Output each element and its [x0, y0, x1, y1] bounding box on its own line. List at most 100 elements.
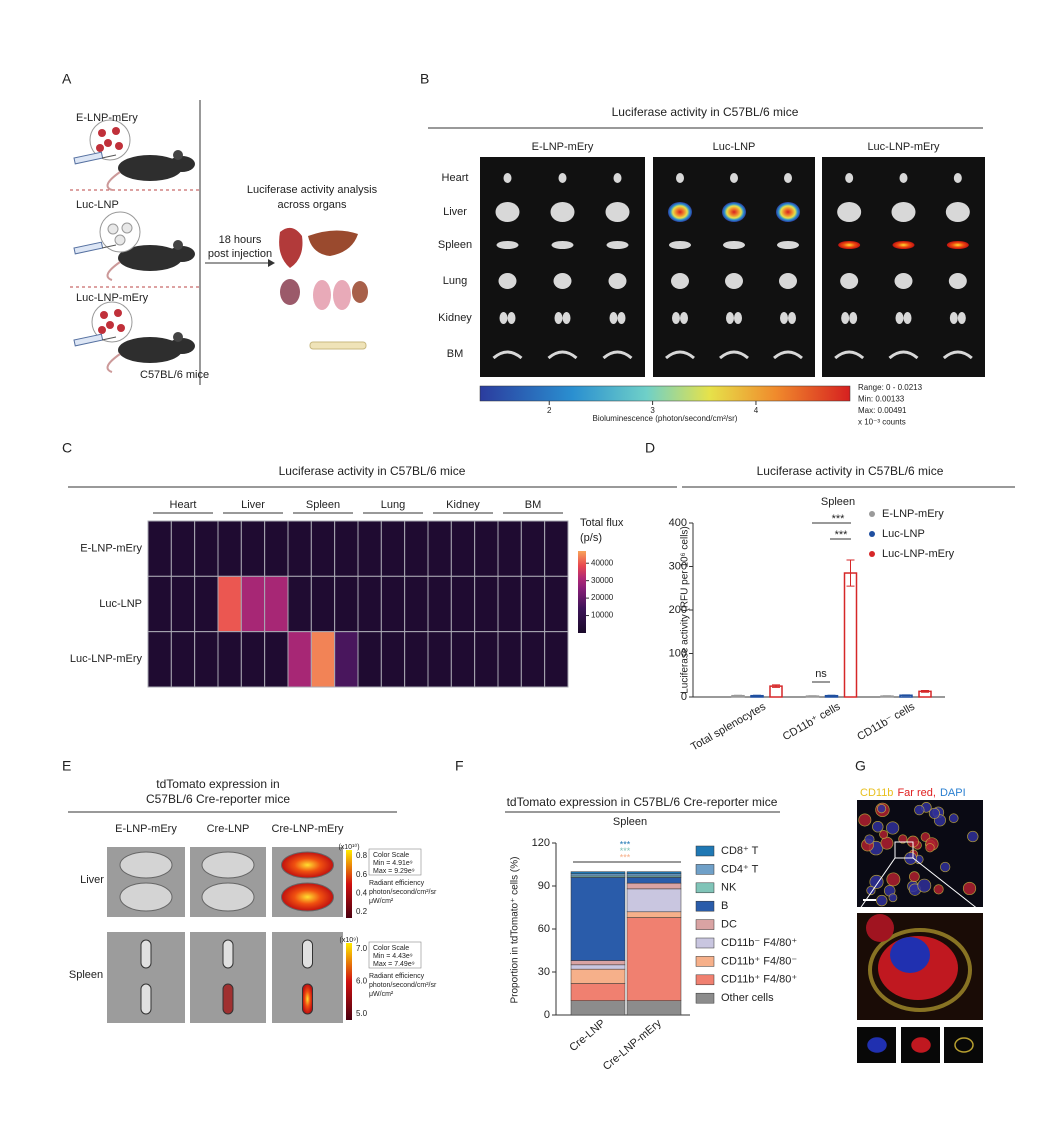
cell — [869, 874, 884, 889]
cell — [879, 830, 889, 839]
legend-swatch — [695, 864, 715, 875]
organ-label: Heart — [442, 172, 469, 184]
organ — [605, 202, 630, 222]
cell — [908, 871, 920, 883]
legend-label: Luc-LNP — [882, 528, 925, 540]
bar-segment — [570, 877, 626, 961]
syringe — [73, 151, 104, 165]
colorbar — [346, 943, 352, 1020]
particle — [121, 222, 133, 234]
colorbar-label: (p/s) — [580, 532, 602, 544]
panel-title: C57BL/6 Cre-reporter mice — [146, 792, 290, 806]
organ — [722, 202, 746, 222]
organ — [553, 273, 572, 289]
heat-cell — [147, 575, 172, 633]
organ — [773, 350, 803, 360]
colorbar-tick-label: 30000 — [591, 576, 614, 585]
colorbar-tick-label: 0.6 — [356, 870, 368, 879]
heat-cell — [217, 520, 242, 577]
particle — [106, 321, 114, 329]
bar-segment — [626, 888, 682, 913]
colorbar — [578, 551, 586, 633]
scale-heading: Color Scale — [373, 945, 409, 952]
particle — [98, 129, 106, 137]
error-bar — [808, 695, 817, 698]
y-axis-label: Luciferase activity (RFU per 10⁶ cells) — [680, 526, 691, 694]
mouse-ear — [173, 150, 183, 160]
scale-max: Max = 7.49e⁹ — [373, 961, 415, 968]
organ — [201, 851, 255, 879]
lung — [333, 280, 351, 310]
heat-cell — [427, 631, 452, 688]
legend-label: CD11b⁻ F4/80⁺ — [721, 937, 797, 949]
organ-image — [822, 157, 985, 377]
organ — [201, 882, 255, 912]
particle — [112, 127, 120, 135]
scale-unit: photon/second/cm²/sr — [369, 889, 437, 896]
organ — [892, 241, 915, 249]
chart-title: Luciferase activity in C57BL/6 mice — [279, 464, 466, 478]
organ — [551, 241, 574, 249]
organ — [119, 851, 173, 879]
organ — [725, 273, 743, 289]
organ — [281, 851, 334, 879]
panel-title: tdTomato expression in — [156, 777, 279, 791]
row-label: Liver — [80, 874, 104, 886]
rule — [101, 244, 117, 249]
heat-cell — [334, 631, 359, 688]
particle — [107, 223, 119, 235]
organ — [953, 173, 962, 183]
bar-segment — [626, 871, 682, 875]
heat-cell — [497, 520, 522, 577]
legend-marker — [869, 511, 875, 517]
legend-marker — [869, 551, 875, 557]
stain-label: DAPI — [940, 787, 966, 799]
cell — [880, 836, 894, 850]
legend-swatch — [695, 900, 715, 912]
scale-exponent: (x10⁹) — [340, 937, 359, 944]
error-bar — [883, 695, 891, 698]
cell — [872, 821, 884, 833]
organ — [776, 202, 800, 222]
lung — [313, 280, 331, 310]
organ — [602, 350, 633, 360]
cell — [864, 834, 875, 845]
heat-cell — [357, 520, 382, 577]
organ — [507, 312, 516, 324]
colorbar-tick-label: 40000 — [591, 558, 614, 567]
mouse-tail — [106, 171, 121, 191]
organ — [734, 312, 742, 324]
heat-cell — [357, 631, 382, 688]
legend-swatch — [695, 992, 715, 1004]
heat-cell — [520, 520, 546, 577]
organ — [945, 202, 970, 222]
heat-cell — [170, 575, 196, 633]
organ — [838, 241, 861, 249]
panel-label: A — [62, 71, 72, 87]
heat-cell — [310, 631, 336, 688]
channel-signal — [954, 1037, 974, 1053]
heat-cell — [264, 520, 289, 577]
cell — [940, 861, 951, 873]
organ — [942, 350, 973, 360]
error-bar — [734, 694, 742, 697]
heat-cell — [334, 575, 359, 633]
bubble — [99, 211, 141, 253]
rule — [856, 857, 896, 914]
error-bar — [846, 559, 855, 587]
organ-label: Spleen — [438, 239, 472, 251]
heat-cell — [170, 631, 196, 688]
organ — [140, 939, 152, 969]
mouse-tail — [106, 261, 121, 281]
organ — [665, 350, 695, 360]
legend-swatch — [695, 882, 715, 894]
organ-label: Kidney — [438, 312, 472, 324]
panel-label: D — [645, 440, 655, 456]
y-axis-label: Proportion in tdTomato⁺ cells (%) — [510, 856, 521, 1003]
heat-cell — [264, 631, 289, 688]
organ-image — [480, 157, 645, 377]
heat-cell — [474, 520, 499, 577]
organ — [894, 273, 913, 289]
organ — [837, 202, 862, 222]
group-label: E-LNP-mEry — [532, 141, 594, 153]
